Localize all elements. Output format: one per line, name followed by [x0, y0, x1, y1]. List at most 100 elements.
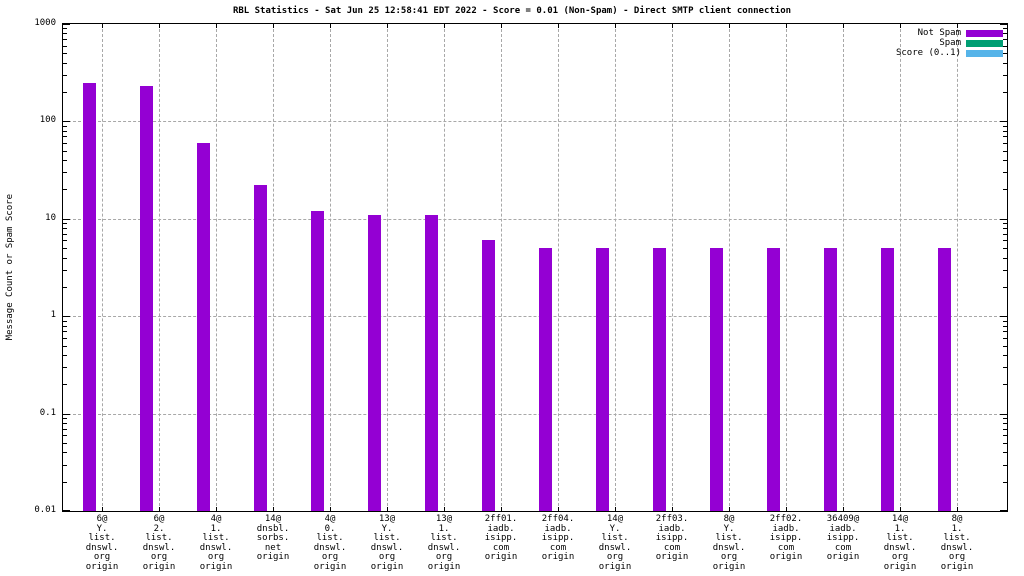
bar-not-spam [539, 248, 552, 511]
x-category-label-line: dnswl. [85, 542, 119, 553]
x-category-label-line: com [492, 542, 510, 553]
v-gridline [159, 24, 160, 511]
y-minor-tick [63, 354, 67, 356]
legend-label: Spam [939, 38, 961, 48]
y-major-tick [63, 218, 70, 220]
y-major-tick [1000, 218, 1007, 220]
x-tick [672, 24, 673, 28]
bar-not-spam [938, 248, 951, 511]
y-tick-label: 10 [45, 212, 56, 223]
legend-entry: Score (0..1) [896, 49, 1003, 58]
y-tick-label: 0.01 [34, 505, 56, 515]
x-tick [102, 507, 103, 511]
y-minor-tick [1003, 125, 1007, 127]
h-gridline [63, 413, 1007, 415]
y-minor-tick [63, 418, 67, 420]
x-category-label-line: 4@ [210, 514, 222, 524]
x-category-label-line: iadb. [544, 523, 572, 534]
x-category-label-line: 2ff01. [484, 514, 518, 524]
x-category-label-line: origin [427, 561, 461, 572]
x-category-label: 14@ Y. list. dnswl. org origin [578, 514, 652, 572]
y-minor-tick [1003, 257, 1007, 259]
x-category-label-line: org [948, 552, 966, 562]
bar-not-spam [197, 143, 210, 511]
x-category-label-line: iadb. [487, 523, 515, 534]
y-minor-tick [63, 130, 67, 132]
v-gridline [615, 24, 616, 511]
x-tick [216, 507, 217, 511]
x-category-label-line: 13@ [435, 514, 453, 524]
y-minor-tick [1003, 160, 1007, 162]
y-minor-tick [63, 33, 67, 35]
x-category-label-line: com [663, 542, 681, 553]
x-tick [159, 24, 160, 28]
x-category-label-line: iadb. [829, 523, 857, 534]
x-category-label: 2ff01. iadb. isipp. com origin [464, 514, 538, 563]
y-minor-tick [63, 423, 67, 425]
y-minor-tick [1003, 269, 1007, 271]
x-category-label-line: org [606, 552, 624, 562]
y-minor-tick [63, 345, 67, 347]
x-category-label-line: 4@ [324, 514, 336, 524]
x-category-label: 2ff02. iadb. isipp. com origin [749, 514, 823, 563]
x-category-label-line: dnswl. [712, 542, 746, 553]
x-category-label-line: 14@ [891, 514, 909, 524]
x-category-label-line: 6@ [153, 514, 165, 524]
y-minor-tick [1003, 331, 1007, 333]
x-category-label-line: isipp. [541, 533, 575, 543]
x-category-label-line: list. [601, 533, 629, 543]
x-tick [330, 24, 331, 28]
bars-layer [63, 24, 1007, 511]
x-tick [444, 507, 445, 511]
v-gridline [957, 24, 958, 511]
x-category-label-line: 0. [324, 523, 336, 534]
y-minor-tick [63, 481, 67, 483]
x-category-label-line: 8@ [951, 514, 963, 524]
y-minor-tick [63, 269, 67, 271]
x-tick [672, 507, 673, 511]
x-category-label-line: dnswl. [598, 542, 632, 553]
x-tick [216, 24, 217, 28]
y-minor-tick [1003, 172, 1007, 174]
y-minor-tick [63, 257, 67, 259]
y-tick-label: 1 [50, 310, 56, 321]
x-tick [159, 507, 160, 511]
x-category-label-line: origin [712, 561, 746, 572]
y-minor-tick [1003, 464, 1007, 466]
x-tick [558, 24, 559, 28]
y-minor-tick [63, 240, 67, 242]
x-category-label-line: Y. [381, 523, 393, 534]
v-gridline [672, 24, 673, 511]
y-minor-tick [1003, 223, 1007, 225]
v-gridline [843, 24, 844, 511]
x-category-label: 14@ dnsbl. sorbs. net origin [236, 514, 310, 563]
y-minor-tick [63, 248, 67, 250]
y-minor-tick [1003, 384, 1007, 386]
v-gridline [444, 24, 445, 511]
x-category-label-line: dnswl. [940, 542, 974, 553]
x-category-label-line: dnswl. [370, 542, 404, 553]
x-category-label-line: 36409@ [826, 514, 860, 524]
x-category-label-line: origin [484, 552, 518, 562]
x-category-label-line: Y. [96, 523, 108, 534]
x-tick [843, 24, 844, 28]
legend-label: Not Spam [917, 28, 961, 38]
x-category-label-line: dnswl. [883, 542, 917, 553]
bar-not-spam [596, 248, 609, 511]
x-tick [957, 507, 958, 511]
y-major-tick [1000, 316, 1007, 318]
x-category-label-line: origin [85, 561, 119, 572]
y-minor-tick [1003, 481, 1007, 483]
y-major-tick [1000, 24, 1007, 25]
y-minor-tick [1003, 354, 1007, 356]
v-gridline [330, 24, 331, 511]
y-minor-tick [63, 92, 67, 94]
h-gridline [63, 121, 1007, 123]
x-category-label-line: dnswl. [199, 542, 233, 553]
bar-not-spam [425, 214, 438, 511]
x-category-label: 13@ Y. list. dnswl. org origin [350, 514, 424, 572]
v-gridline [786, 24, 787, 511]
bar-not-spam [368, 214, 381, 511]
x-category-label-line: org [207, 552, 225, 562]
y-minor-tick [1003, 345, 1007, 347]
